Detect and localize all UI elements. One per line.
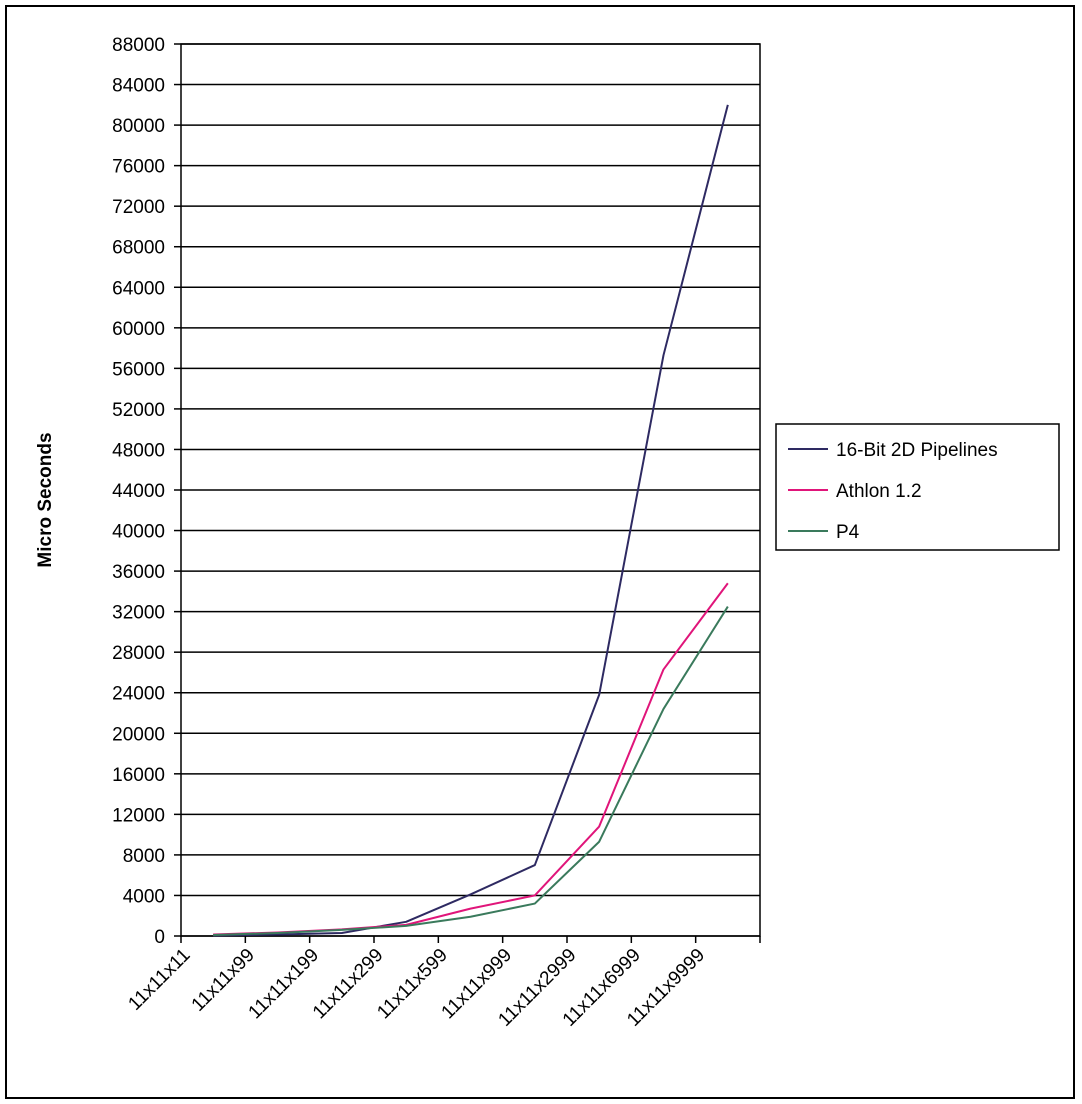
series-line-2 xyxy=(213,606,729,936)
y-tick-label: 68000 xyxy=(112,238,165,259)
y-tick-label: 4000 xyxy=(123,886,165,907)
y-tick-label: 40000 xyxy=(112,522,165,543)
y-tick-label: 12000 xyxy=(112,805,165,826)
gridlines xyxy=(180,43,761,937)
y-tick-label: 76000 xyxy=(112,157,165,178)
y-tick-label: 48000 xyxy=(112,440,165,461)
y-tick-label: 0 xyxy=(154,927,165,948)
legend-label: Athlon 1.2 xyxy=(836,481,922,502)
y-tick-label: 52000 xyxy=(112,400,165,421)
chart-frame xyxy=(5,5,1075,1099)
axes: 0 4000 8000 12000 16000 20000 24000 28000 32000 3… xyxy=(112,35,761,1031)
y-tick-label: 88000 xyxy=(112,35,165,56)
y-tick-label: 20000 xyxy=(112,724,165,745)
y-tick-label: 72000 xyxy=(112,197,165,218)
legend-label: 16-Bit 2D Pipelines xyxy=(836,440,998,461)
y-tick-label: 44000 xyxy=(112,481,165,502)
y-tick-label: 80000 xyxy=(112,116,165,137)
y-tick-label: 60000 xyxy=(112,319,165,340)
y-tick-label: 36000 xyxy=(112,562,165,583)
y-axis-title: Micro Seconds xyxy=(35,432,56,567)
y-tick-label: 24000 xyxy=(112,684,165,705)
y-tick-label: 84000 xyxy=(112,76,165,97)
x-tick-label: 11x11x11 xyxy=(124,945,194,1015)
series-lines xyxy=(213,104,729,937)
series-line-1 xyxy=(213,582,729,936)
y-tick-label: 32000 xyxy=(112,603,165,624)
y-tick-label: 8000 xyxy=(123,846,165,867)
y-tick-label: 16000 xyxy=(112,765,165,786)
legend: 16-Bit 2D Pipelines Athlon 1.2 P4 xyxy=(775,423,1060,551)
legend-box xyxy=(775,423,1060,551)
y-tick-label: 64000 xyxy=(112,278,165,299)
series-line-0 xyxy=(213,104,729,937)
y-tick-label: 28000 xyxy=(112,643,165,664)
y-tick-label: 56000 xyxy=(112,359,165,380)
legend-label: P4 xyxy=(836,522,860,543)
